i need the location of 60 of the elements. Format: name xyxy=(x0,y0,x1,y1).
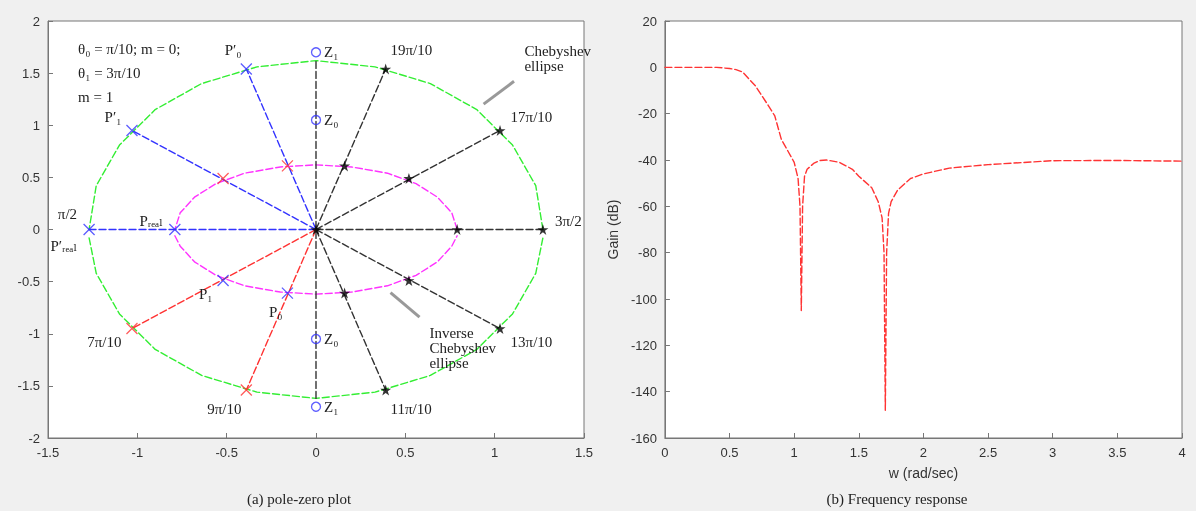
text: (a) pole-zero plot xyxy=(246,490,352,508)
text: (b) Frequency response xyxy=(826,490,968,508)
annotation: Z₁ xyxy=(324,398,339,415)
y-tick-label: -100 xyxy=(630,291,657,307)
x-tick-label: 0 xyxy=(312,445,320,460)
annotation: 19π/10 xyxy=(390,42,433,59)
annotation: 9π/10 xyxy=(207,400,242,417)
y-tick-label: -60 xyxy=(638,198,657,214)
x-tick-label: 0.5 xyxy=(396,445,415,460)
annotation: 11π/10 xyxy=(390,400,432,417)
annotation: P′₀ xyxy=(224,42,242,59)
y-tick-label: -1.5 xyxy=(17,378,40,394)
x-tick-label: 0 xyxy=(661,445,669,460)
annotation: 7π/10 xyxy=(87,333,122,350)
y-tick-label: -80 xyxy=(638,245,657,261)
x-tick-label: 0.5 xyxy=(720,445,739,460)
y-tick-label: -20 xyxy=(638,106,657,122)
x-tick-label: 2 xyxy=(919,445,928,460)
y-tick-label: -140 xyxy=(630,384,657,400)
annotation: m = 1 xyxy=(78,89,114,105)
annotation: Pᵣₑₐₗ xyxy=(139,212,163,229)
annotation: Chebyshev ellipse xyxy=(524,43,595,75)
y-tick-label: 0 xyxy=(649,59,657,75)
x-tick-label: 1.5 xyxy=(574,445,594,460)
annotation: P′₁ xyxy=(104,109,122,126)
annotation: π/2 xyxy=(57,205,78,222)
y-tick-label: -2 xyxy=(28,430,40,446)
y-tick-label: -40 xyxy=(638,152,657,168)
y-tick-label: -120 xyxy=(630,337,657,353)
annotation: 13π/10 xyxy=(510,333,553,350)
annotation: 3π/2 xyxy=(554,212,582,229)
x-tick-label: 1.5 xyxy=(849,445,868,460)
y-axis-title: Gain (dB) xyxy=(605,199,621,260)
y-tick-label: -160 xyxy=(630,430,657,446)
annotation: Z₀ xyxy=(324,330,339,347)
y-tick-label: 0.5 xyxy=(21,169,40,185)
annotation: 17π/10 xyxy=(510,109,553,126)
annotation: Z₀ xyxy=(324,112,339,129)
x-axis-title: w (rad/sec) xyxy=(887,465,959,481)
annotation: θ₀ = π/10; m = 0; xyxy=(78,41,181,57)
annotation: P₁ xyxy=(199,285,213,302)
x-tick-label: 4 xyxy=(1178,445,1186,460)
y-tick-label: 1.5 xyxy=(21,65,40,81)
x-tick-label: 2.5 xyxy=(979,445,998,460)
x-tick-label: 3 xyxy=(1049,445,1057,460)
x-tick-label: 3.5 xyxy=(1108,445,1127,460)
annotation: θ₁ = 3π/10 xyxy=(78,65,141,81)
x-tick-label: 1 xyxy=(491,445,499,460)
x-tick-label: 1 xyxy=(790,445,798,460)
y-tick-label: 0 xyxy=(32,222,40,237)
annotation: Z₁ xyxy=(324,44,339,61)
y-tick-label: 20 xyxy=(642,13,657,29)
y-tick-label: -1 xyxy=(28,326,40,342)
annotation: P₀ xyxy=(268,303,283,320)
y-tick-label: 1 xyxy=(32,117,40,133)
annotation: P′ᵣₑₐₗ xyxy=(50,237,78,254)
x-tick-label: -1 xyxy=(131,445,144,460)
x-tick-label: -0.5 xyxy=(215,445,238,460)
y-tick-label: -0.5 xyxy=(17,274,40,290)
y-tick-label: 2 xyxy=(32,13,40,29)
